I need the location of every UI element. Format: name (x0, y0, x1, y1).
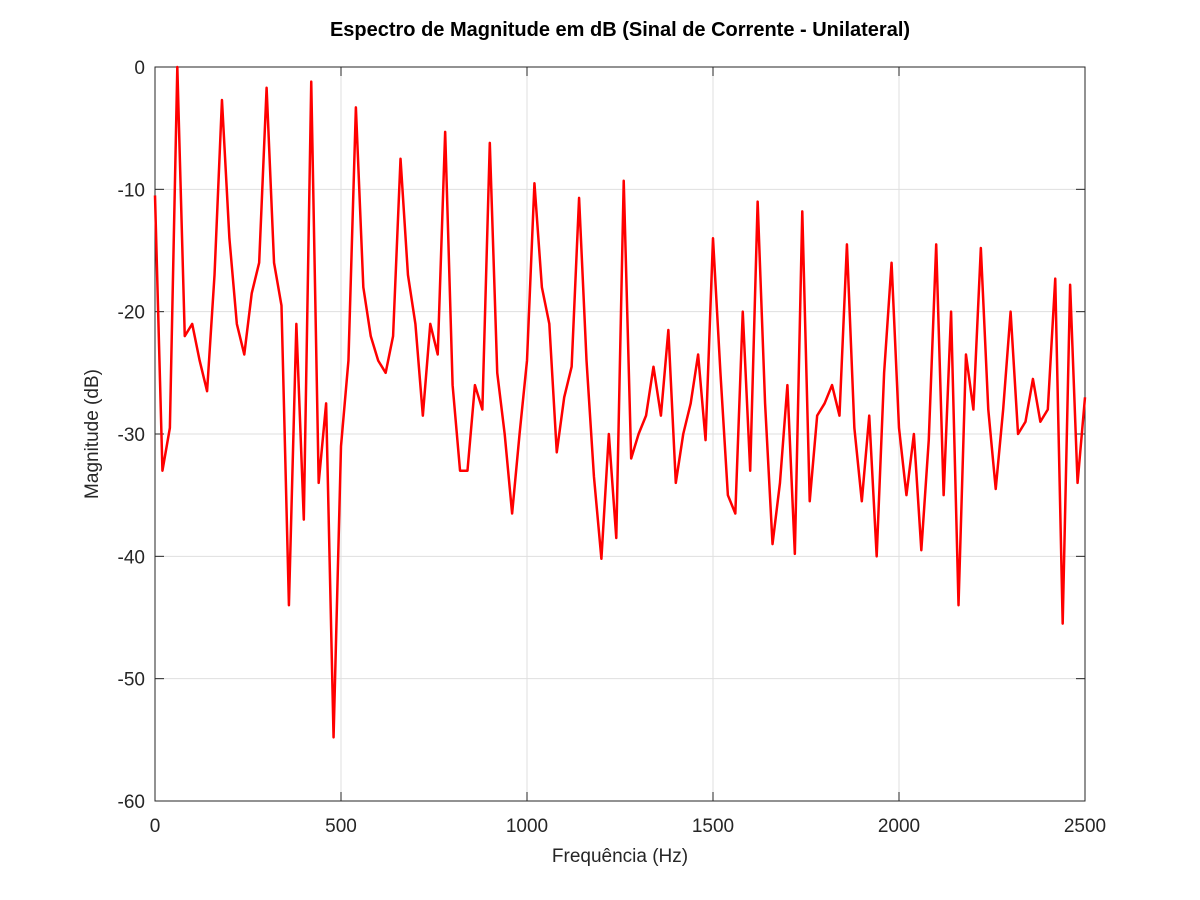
y-tick-label: -60 (118, 792, 145, 813)
y-tick-label: -30 (118, 425, 145, 446)
y-tick-label: -10 (118, 180, 145, 201)
plot-frame (154, 66, 1086, 802)
x-tick-label: 1500 (692, 816, 734, 837)
x-tick-label: 2500 (1064, 816, 1106, 837)
y-axis-label: Magnitude (dB) (82, 369, 103, 499)
x-tick-label: 0 (150, 816, 161, 837)
y-tick-label: -20 (118, 303, 145, 324)
chart-title: Espectro de Magnitude em dB (Sinal de Co… (330, 19, 910, 41)
data-line (153, 65, 1087, 739)
y-tick-label: 0 (134, 58, 145, 79)
x-tick-label: 1000 (506, 816, 548, 837)
y-tick-label: -50 (118, 670, 145, 691)
x-tick-label: 500 (325, 816, 357, 837)
x-tick-label: 2000 (878, 816, 920, 837)
y-tick-label: -40 (118, 547, 145, 568)
x-axis-label: Frequência (Hz) (552, 846, 688, 867)
